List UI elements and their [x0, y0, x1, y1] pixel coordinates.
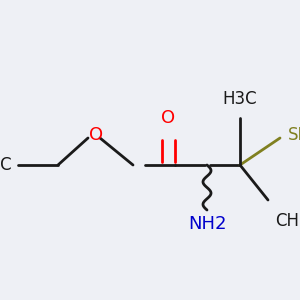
Text: H3C: H3C [0, 156, 12, 174]
Text: O: O [161, 109, 175, 127]
Text: H3C: H3C [223, 90, 257, 108]
Text: O: O [89, 126, 103, 144]
Text: SH: SH [288, 126, 300, 144]
Text: NH2: NH2 [188, 215, 226, 233]
Text: CH3: CH3 [275, 212, 300, 230]
